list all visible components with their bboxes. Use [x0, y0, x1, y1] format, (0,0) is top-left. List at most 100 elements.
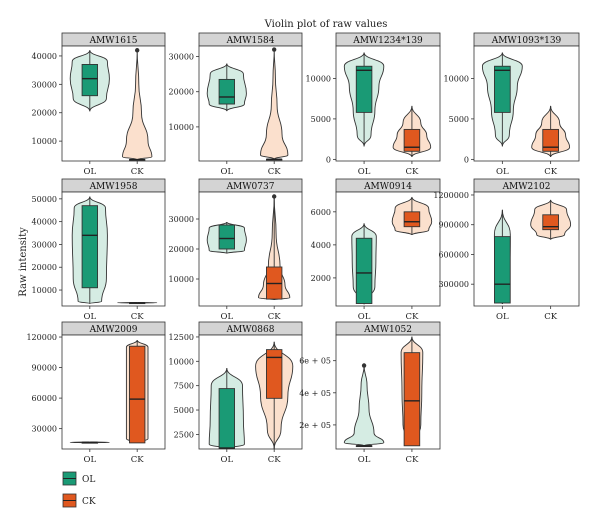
y-tick-label: 90000 — [32, 364, 57, 373]
panel-amw1093-139: AMW1093*139 0 5000 10000 OL CK — [444, 32, 580, 177]
panel-title: AMW0914 — [363, 182, 412, 192]
y-tick-label: 60000 — [32, 394, 57, 403]
box-ol — [355, 65, 373, 113]
x-tick-label: CK — [131, 312, 145, 322]
x-tick-label: OL — [220, 312, 233, 322]
y-tick-label: 20000 — [32, 109, 57, 118]
panel-title: AMW2009 — [89, 325, 138, 335]
y-tick-label: 6e + 05 — [299, 357, 331, 366]
x-tick-label: CK — [268, 167, 282, 177]
figure-title: Violin plot of raw values — [264, 19, 388, 30]
box-ol — [81, 205, 98, 289]
x-tick-label: CK — [131, 167, 145, 177]
legend-label-ol: OL — [82, 475, 95, 485]
y-tick-label: 120000 — [26, 333, 57, 342]
outlier-point — [134, 48, 140, 53]
panel-title: AMW1615 — [89, 36, 138, 46]
outlier-point — [271, 194, 277, 199]
y-tick-label: 30000 — [169, 53, 194, 62]
x-tick-label: OL — [496, 312, 509, 322]
y-tick-label: 20000 — [169, 245, 194, 254]
panel-amw2102: AMW2102 300000 600000 900000 1200000 OL CK — [433, 178, 580, 322]
y-tick-label: 10000 — [32, 137, 57, 146]
x-tick-label: CK — [405, 455, 419, 465]
y-tick-label: 300000 — [438, 280, 469, 289]
panel-amw0914: AMW0914 2000 4000 6000 OL CK — [311, 178, 441, 322]
x-tick-label: OL — [220, 167, 233, 177]
x-tick-label: OL — [496, 167, 509, 177]
panel-title: AMW1234*139 — [352, 36, 423, 46]
box-ol — [494, 236, 511, 304]
y-tick-label: 30000 — [32, 80, 57, 89]
y-tick-label: 5000 — [449, 115, 469, 124]
y-tick-label: 5000 — [174, 406, 194, 415]
y-tick-label: 40000 — [32, 218, 57, 227]
panel-amw1234-139: AMW1234*139 0 5000 10000 OL CK — [306, 32, 441, 177]
box-ol — [81, 64, 98, 97]
y-tick-label: 2000 — [311, 274, 331, 283]
panel-title: AMW1584 — [226, 36, 275, 46]
panel-amw0868: AMW0868 2500 5000 7500 10000 12500 OL CK — [169, 321, 303, 465]
y-tick-label: 30000 — [32, 240, 57, 249]
panel-frame — [335, 334, 441, 450]
outlier-point — [361, 363, 367, 368]
y-tick-label: 20000 — [32, 263, 57, 272]
y-tick-label: 0 — [326, 155, 331, 164]
panel-title: AMW2102 — [502, 182, 551, 192]
panel-frame — [61, 334, 166, 450]
y-tick-label: 2500 — [174, 430, 194, 439]
x-tick-label: OL — [83, 455, 96, 465]
box-ck — [403, 211, 421, 228]
panel-amw1958: AMW1958 10000 20000 30000 40000 50000 OL CK — [32, 178, 166, 322]
x-tick-label: OL — [358, 455, 371, 465]
y-tick-label: 20000 — [169, 88, 194, 97]
panel-title: AMW0868 — [226, 325, 275, 335]
y-tick-label: 4000 — [311, 241, 331, 250]
x-tick-label: OL — [358, 167, 371, 177]
legend: OL CK — [62, 471, 96, 508]
x-tick-label: CK — [268, 312, 282, 322]
y-tick-label: 10000 — [169, 357, 194, 366]
x-tick-label: CK — [268, 455, 282, 465]
box-ck — [542, 128, 559, 152]
panel-amw2009: AMW2009 30000 60000 90000 120000 OL CK — [26, 321, 166, 465]
y-axis-label: Raw intensity — [18, 227, 29, 297]
legend-label-ck: CK — [82, 497, 96, 507]
box-ol — [218, 224, 235, 250]
panel-amw1584: AMW1584 10000 20000 30000 OL CK — [169, 32, 303, 177]
y-tick-label: 12500 — [169, 333, 194, 342]
outlier-point — [271, 47, 277, 52]
y-tick-label: 5000 — [311, 115, 331, 124]
box-ol — [355, 237, 373, 304]
panel-amw1615: AMW1615 10000 20000 30000 40000 OL CK — [32, 32, 166, 177]
panel-title: AMW0737 — [226, 182, 275, 192]
y-tick-label: 7500 — [174, 382, 194, 391]
box-ck — [403, 128, 421, 152]
box-ck — [266, 349, 283, 399]
y-tick-label: 900000 — [438, 221, 469, 230]
panel-title: AMW1052 — [363, 325, 412, 335]
x-tick-label: OL — [358, 312, 371, 322]
x-tick-label: OL — [220, 455, 233, 465]
x-tick-label: CK — [544, 167, 558, 177]
x-tick-label: CK — [131, 455, 145, 465]
y-tick-label: 600000 — [438, 250, 469, 259]
x-tick-label: OL — [83, 312, 96, 322]
y-tick-label: 50000 — [32, 195, 57, 204]
x-tick-label: CK — [544, 312, 558, 322]
box-ck — [542, 214, 559, 231]
y-tick-label: 30000 — [169, 215, 194, 224]
y-tick-label: 2e + 05 — [299, 421, 331, 430]
box-ol — [494, 65, 511, 113]
y-tick-label: 40000 — [32, 52, 57, 61]
panel-amw1052: AMW1052 2e + 05 4e + 05 6e + 05 OL CK — [299, 321, 441, 465]
box-ol — [218, 388, 235, 449]
panel-title: AMW1958 — [89, 182, 138, 192]
x-tick-label: OL — [83, 167, 96, 177]
y-tick-label: 30000 — [32, 425, 57, 434]
y-tick-label: 10000 — [169, 123, 194, 132]
y-tick-label: 10000 — [444, 74, 469, 83]
x-tick-label: CK — [405, 312, 419, 322]
y-tick-label: 0 — [464, 155, 469, 164]
